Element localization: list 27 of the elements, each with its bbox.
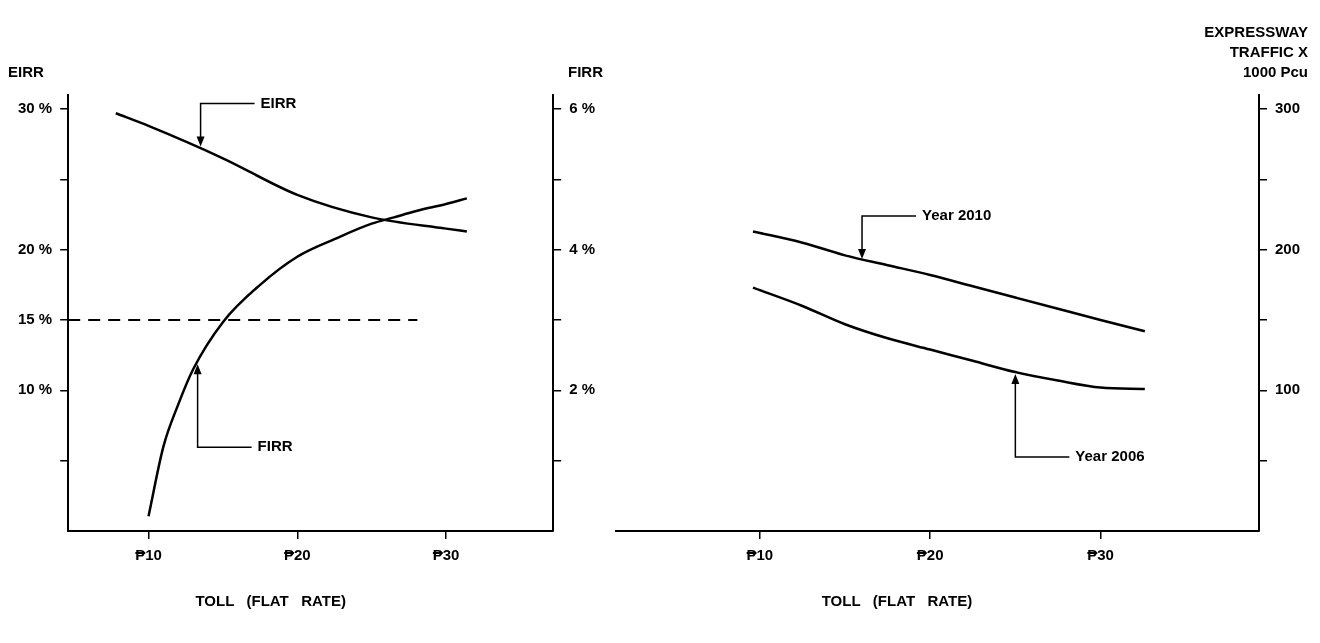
annotation: Year 2006: [1075, 447, 1145, 465]
y2-tick-label: 6 %: [569, 99, 596, 117]
y2-tick-label: 4 %: [569, 239, 596, 257]
x-tick-label: ₱30: [1087, 546, 1114, 564]
y-tick-label: 200: [1274, 239, 1300, 257]
y-tick-label: 15 %: [17, 310, 53, 328]
x-tick-label: ₱10: [135, 546, 162, 564]
line-series: [751, 230, 1147, 333]
x-tick-label: ₱20: [283, 546, 311, 564]
annotation: FIRR: [257, 437, 293, 455]
annotation: EIRR: [260, 93, 297, 111]
y-axis-title: EXPRESSWAY TRAFFIC X 1000 Pcu: [1204, 23, 1308, 80]
x-axis-title: TOLL (FLAT RATE): [195, 592, 346, 609]
y-tick-label: 100: [1274, 380, 1300, 398]
x-tick-label: ₱10: [746, 546, 774, 564]
y-tick-label: 30 %: [17, 99, 53, 117]
x-tick-label: ₱30: [432, 546, 460, 564]
x-tick-label: ₱20: [916, 546, 944, 564]
y2-axis-title: FIRR: [568, 63, 604, 80]
line-series: [751, 286, 1147, 391]
y-tick-label: 10 %: [17, 380, 53, 398]
y-tick-label: 20 %: [17, 239, 53, 257]
x-axis-title: TOLL (FLAT RATE): [821, 592, 973, 609]
y-axis-title: EIRR: [8, 63, 44, 80]
annotation: Year 2010: [922, 206, 992, 224]
y2-tick-label: 2 %: [569, 380, 596, 398]
y-tick-label: 300: [1274, 99, 1300, 117]
